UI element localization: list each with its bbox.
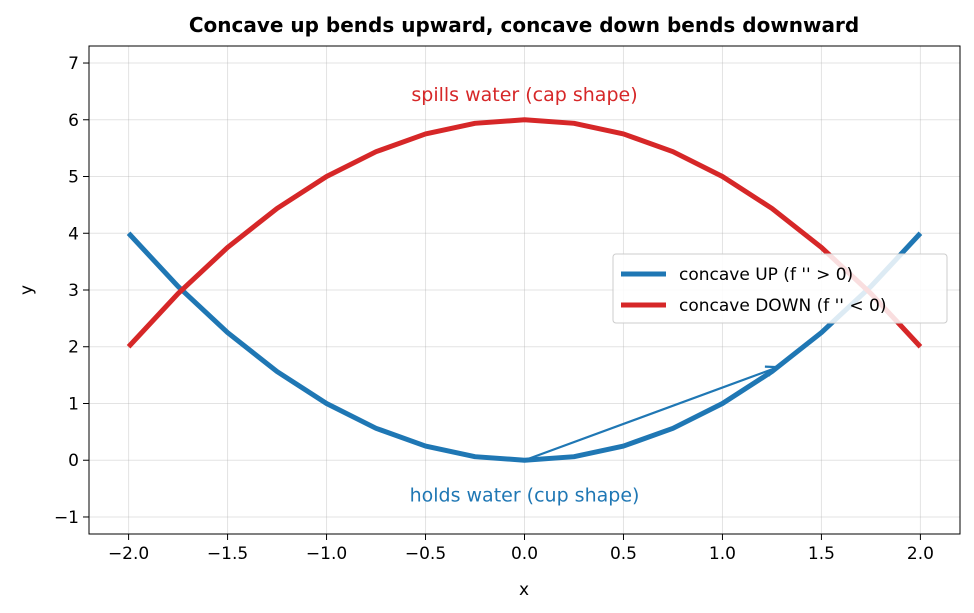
y-tick-label: 1 [68,394,79,414]
x-tick-label: 1.0 [709,544,736,564]
x-tick-label: −1.0 [306,544,347,564]
y-tick-label: 5 [68,168,79,188]
legend-box [612,253,948,324]
x-tick-label: −1.5 [207,544,248,564]
x-tick-label: −2.0 [108,544,149,564]
y-tick-label: 7 [68,54,79,74]
legend: concave UP (f '' > 0) concave DOWN (f ''… [612,253,948,324]
y-tick-label: −1 [54,508,79,528]
annotation-holds-water: holds water (cup shape) [410,484,640,506]
y-tick-label: 0 [68,451,79,471]
axis-ticks: −2.0 −1.5 −1.0 −0.5 0.0 0.5 1.0 1.5 2.0 −1 0 1 2 3 4 5 6… [54,54,934,564]
x-tick-label: −0.5 [405,544,446,564]
plot-area [126,117,923,463]
y-tick-label: 4 [68,224,79,244]
annotations: spills water (cap shape) holds water (cu… [410,84,640,506]
chart-title: Concave up bends upward, concave down be… [189,13,859,37]
x-tick-label: 0.5 [610,544,637,564]
y-tick-label: 6 [68,111,79,131]
y-tick-label: 3 [68,281,79,301]
legend-entry-concave-up: concave UP (f '' > 0) [679,265,853,285]
arrow-head [764,365,781,377]
x-tick-label: 1.5 [808,544,835,564]
x-axis-label: x [519,580,529,600]
x-tick-label: 0.0 [511,544,538,564]
y-axis-label: y [17,285,37,295]
annotation-spills-water: spills water (cap shape) [411,84,637,106]
series-line-concave-down [126,117,923,349]
y-tick-label: 2 [68,338,79,358]
arrow-line [524,366,779,462]
x-tick-label: 2.0 [907,544,934,564]
legend-entry-concave-down: concave DOWN (f '' < 0) [679,296,886,316]
